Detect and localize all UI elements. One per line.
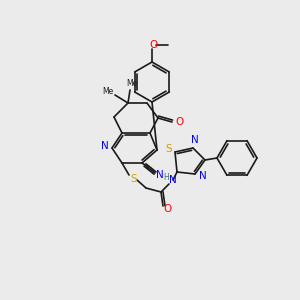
Text: Me: Me xyxy=(102,88,114,97)
Text: N: N xyxy=(156,170,164,180)
Text: Me: Me xyxy=(126,79,138,88)
Text: O: O xyxy=(164,204,172,214)
Text: N: N xyxy=(169,175,177,185)
Text: S: S xyxy=(131,174,137,184)
Text: H: H xyxy=(163,173,169,182)
Text: N: N xyxy=(191,135,199,145)
Text: O: O xyxy=(149,40,157,50)
Text: N: N xyxy=(199,171,207,181)
Text: O: O xyxy=(175,117,183,127)
Text: N: N xyxy=(101,141,109,151)
Text: S: S xyxy=(166,144,172,154)
